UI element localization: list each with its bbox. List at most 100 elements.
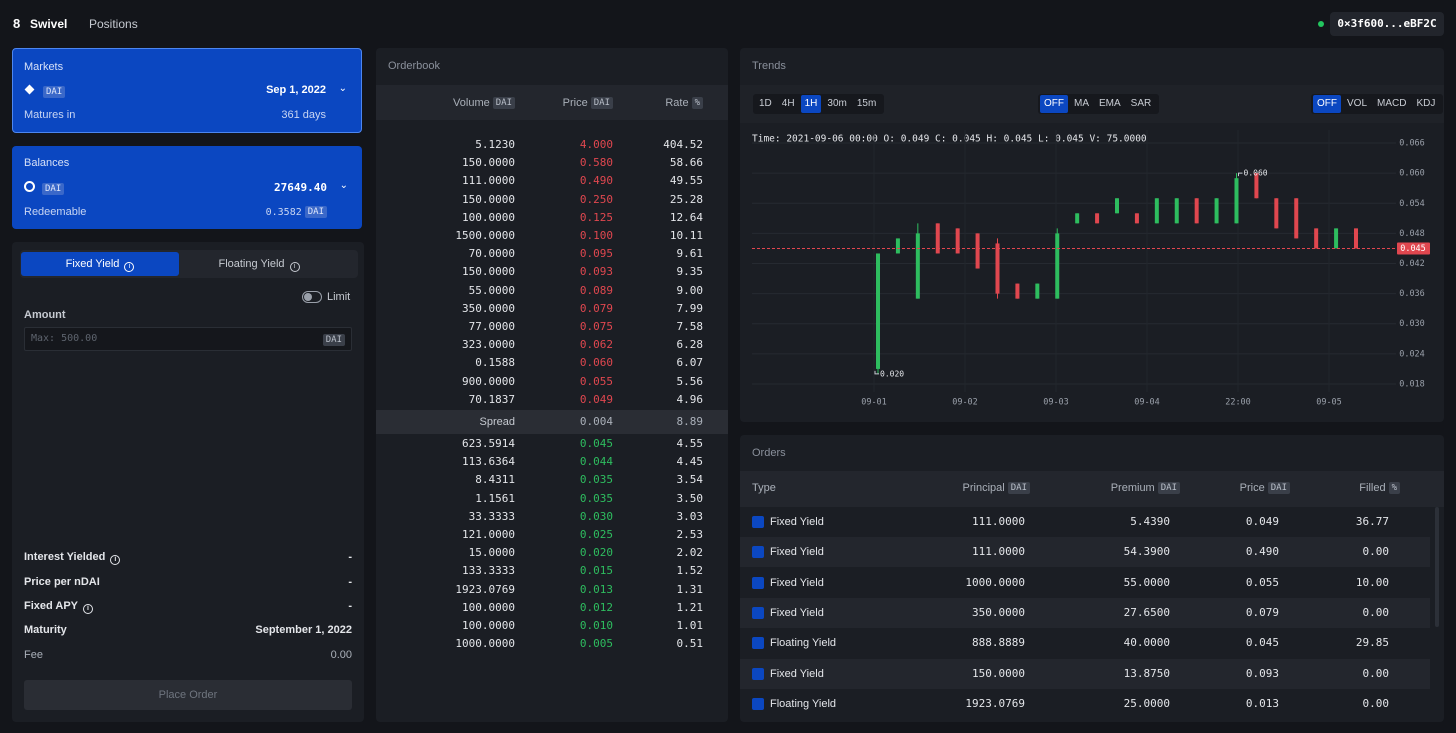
orderbook-row: 1.1561 0.035 3.50	[376, 490, 728, 508]
rate: 1.21	[676, 600, 704, 614]
toolbar-button[interactable]: MA	[1074, 98, 1089, 109]
orderbook-row: 0.1588 0.060 6.07	[376, 354, 728, 372]
x-tick-label: 09-05	[1316, 398, 1342, 408]
toggle[interactable]	[302, 291, 322, 303]
order-cell: 29.85	[1355, 636, 1389, 650]
panel-title: Orderbook	[388, 60, 440, 72]
orders-panel: Orders Type Principal DAI Premium DAI Price DA…	[740, 435, 1444, 722]
orderbook-row: 900.0000 0.055 5.56	[376, 373, 728, 391]
toolbar-button[interactable]: KDJ	[1416, 98, 1436, 109]
toolbar-button[interactable]: MACD	[1377, 98, 1407, 109]
order-cell: 10.00	[1355, 575, 1389, 589]
order-type: Fixed Yield	[770, 546, 824, 559]
order-row[interactable]: Floating Yield 888.8889 40.0000 0.045 29.85	[740, 628, 1430, 658]
price: 0.075	[579, 320, 613, 333]
rate: 4.45	[676, 455, 704, 469]
toolbar-button[interactable]: VOL	[1347, 98, 1368, 109]
price: 0.015	[579, 564, 613, 578]
tab-active[interactable]: Fixed Yield i	[21, 252, 179, 276]
order-row[interactable]: Fixed Yield 111.0000 54.3900 0.490 0.00	[740, 537, 1430, 568]
volume: 150.0000	[462, 192, 515, 206]
order-row[interactable]: Fixed Yield 1000.0000 55.0000 0.055 10.00	[740, 568, 1430, 598]
y-tick-label: 0.036	[1399, 289, 1425, 299]
markets-card[interactable]: Markets DAI Sep 1, 2022 ⌄ Matures in 361…	[12, 48, 362, 133]
price: 0.025	[579, 528, 613, 541]
toolbar-button[interactable]: 1H	[800, 95, 822, 113]
candle-body	[1075, 213, 1080, 224]
candle-body	[1174, 198, 1179, 224]
order-cell: 55.0000	[1123, 575, 1170, 589]
toolbar-button[interactable]: EMA	[1099, 98, 1121, 109]
badge: DAI	[42, 183, 65, 195]
y-tick-label: 0.066	[1399, 139, 1425, 149]
order-row[interactable]: Fixed Yield 111.0000 5.4390 0.049 36.77	[740, 507, 1430, 537]
candle-body	[975, 233, 980, 269]
order-cell: 0.00	[1362, 545, 1390, 559]
price: 0.035	[579, 491, 613, 505]
label: Maturity	[24, 624, 67, 636]
price: 4.000	[579, 138, 613, 151]
price: 0.005	[579, 637, 613, 651]
place-order-button[interactable]: Place Order	[24, 680, 352, 710]
card-title: Balances	[24, 157, 70, 169]
volume: 70.0000	[468, 247, 515, 261]
x-tick-label: 09-01	[861, 398, 887, 408]
info-icon: i	[110, 555, 121, 565]
volume: 133.3333	[462, 564, 515, 578]
label: Price	[1239, 482, 1265, 494]
label: Interest Yielded	[24, 551, 106, 563]
volume: 100.0000	[462, 210, 515, 224]
toolbar-button[interactable]: 1D	[759, 98, 772, 109]
price: 0.049	[579, 392, 613, 406]
toolbar-button[interactable]: 15m	[856, 98, 877, 109]
price: 0.045	[579, 437, 613, 450]
orderbook-row: 113.6364 0.044 4.45	[376, 453, 728, 471]
tab[interactable]: Floating Yield i	[180, 252, 338, 276]
price: 0.089	[579, 283, 613, 297]
amount-input[interactable]: Max: 500.00 DAI	[24, 327, 352, 351]
column-header: Rate%	[665, 97, 703, 109]
rate: 3.54	[676, 473, 704, 487]
order-cell: 5.4390	[1130, 515, 1170, 528]
order-type: Fixed Yield	[770, 516, 824, 528]
column-header: Volume DAI	[453, 97, 515, 109]
orderbook-header	[376, 85, 728, 120]
toolbar-button[interactable]: OFF	[1040, 95, 1068, 113]
order-cell: 0.045	[1245, 636, 1279, 650]
candle-body	[1035, 283, 1040, 299]
orderbook-row: 1000.0000 0.005 0.51	[376, 635, 728, 653]
rate: 58.66	[669, 156, 703, 170]
label: Redeemable	[24, 206, 87, 218]
toolbar-button[interactable]: SAR	[1130, 98, 1152, 109]
order-row[interactable]: Floating Yield 1923.0769 25.0000 0.013 0.00	[740, 689, 1430, 719]
summary-label: Price per nDAI	[24, 576, 100, 588]
summary-value: -	[348, 551, 352, 563]
orderbook-row: 70.0000 0.095 9.61	[376, 245, 728, 263]
toolbar-button[interactable]: 4H	[781, 98, 795, 109]
volume: 77.0000	[468, 320, 515, 333]
nav-link[interactable]: Positions	[89, 17, 138, 31]
volume: 121.0000	[462, 528, 515, 541]
brand[interactable]: Swivel	[30, 17, 68, 31]
toolbar-button[interactable]: 30m	[827, 98, 847, 109]
toolbar-button[interactable]: OFF	[1313, 95, 1341, 113]
order-row[interactable]: Fixed Yield 150.0000 13.8750 0.093 0.00	[740, 658, 1430, 689]
candle-body	[1194, 198, 1199, 224]
token-badge: DAI	[39, 181, 65, 195]
label: Price per nDAI	[24, 576, 100, 588]
order-row[interactable]: Fixed Yield 350.0000 27.6500 0.079 0.00	[740, 597, 1430, 628]
order-cell: 25.0000	[1123, 696, 1170, 710]
orderbook-row: 150.0000 0.580 58.66	[376, 154, 728, 172]
rate: 1.52	[676, 564, 704, 578]
order-type: Fixed Yield	[770, 606, 824, 619]
rate: 9.61	[676, 247, 704, 261]
orderbook-panel: Orderbook Volume DAI Price DAI Rate% 5.1230 4.…	[376, 48, 728, 722]
badge: DAI	[1267, 482, 1290, 494]
summary-label: Fixed APY i	[24, 600, 93, 614]
balances-card: Balances DAI 27649.40 ⌄ Redeemable 0.358…	[12, 146, 362, 229]
rate: 25.28	[669, 192, 703, 206]
volume: 55.0000	[468, 283, 515, 297]
x-tick-label: 09-03	[1043, 398, 1069, 408]
wallet[interactable]: 0×3f600...eBF2C	[1330, 12, 1444, 36]
